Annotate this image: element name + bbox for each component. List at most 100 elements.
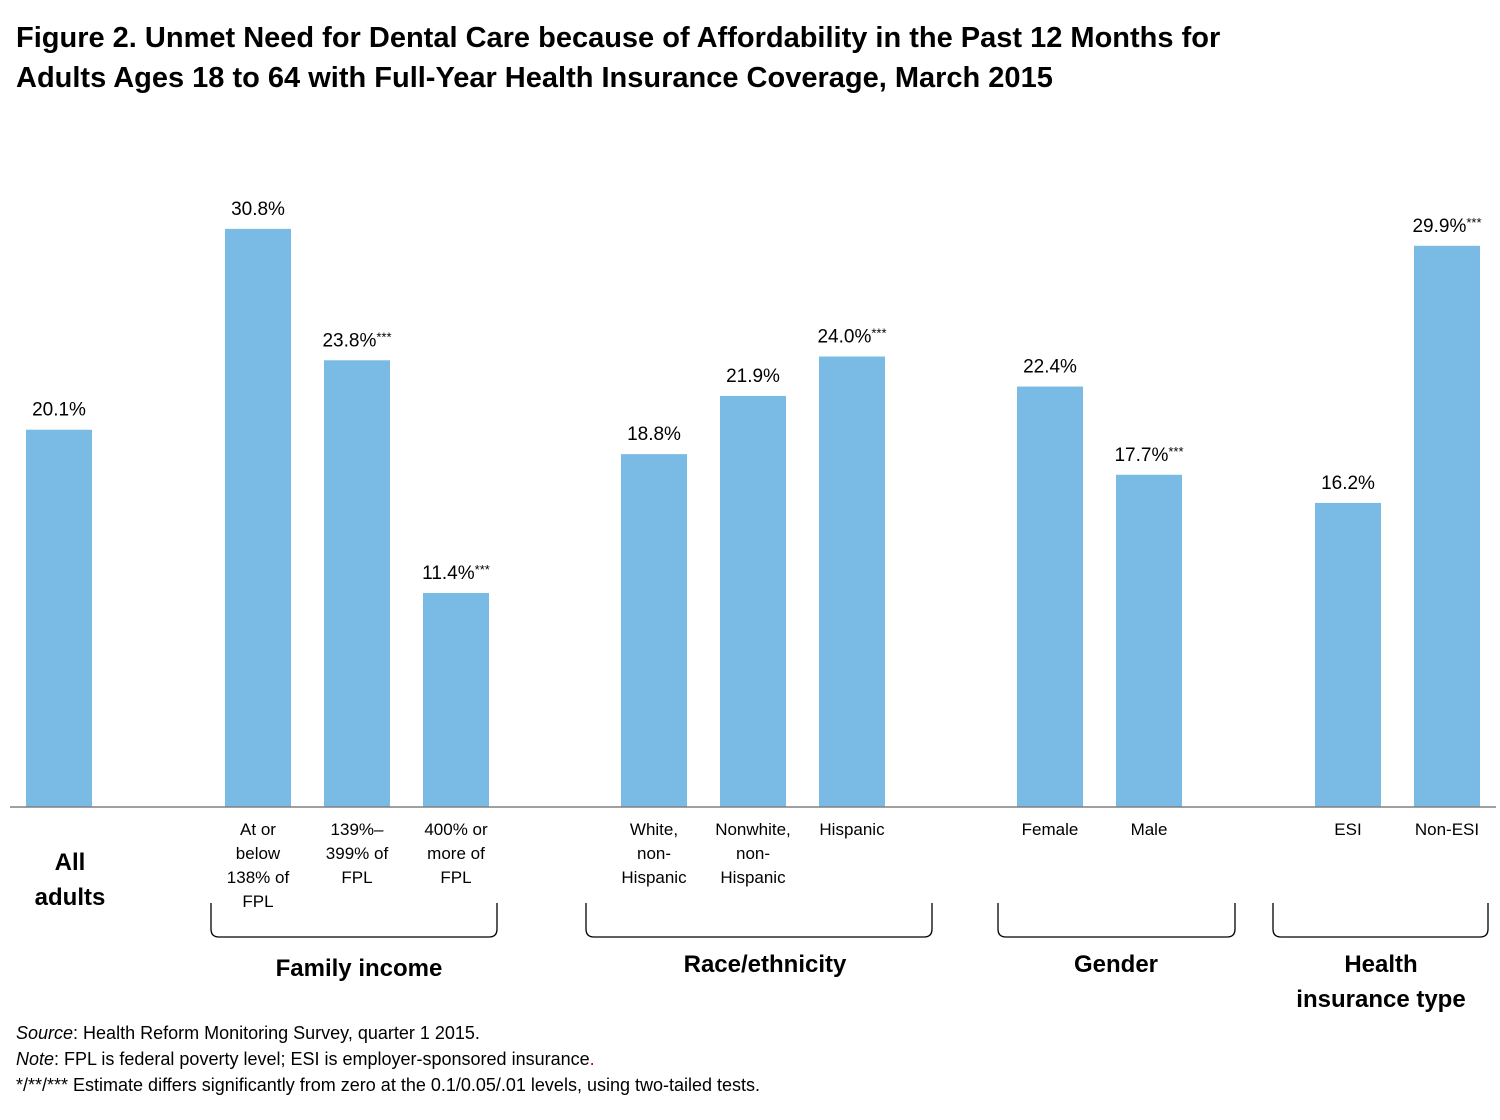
bar-7-value-label: 24.0%*** <box>817 326 886 348</box>
bar-10-value-label: 16.2% <box>1321 473 1375 494</box>
bar-2-value-label: 30.8% <box>231 199 285 220</box>
group-gender-label: Gender <box>1074 951 1158 978</box>
bar-3-value-text: 23.8% <box>322 330 376 351</box>
bar-7-significance-stars: *** <box>871 326 886 341</box>
source-label: Source <box>16 1023 74 1043</box>
bar-4-value-label: 11.4%*** <box>422 562 490 584</box>
bar-1-value-text: 20.1% <box>32 400 86 421</box>
bar-8-value-label: 22.4% <box>1023 357 1077 378</box>
group-gender-bracket <box>997 903 1236 938</box>
note-text: : FPL is federal poverty level; ESI is e… <box>54 1049 590 1069</box>
bar-2-category-line-2: below <box>236 844 281 863</box>
bar-11-category-label: Non-ESI <box>1415 820 1479 839</box>
labels-layer: 20.1%30.8%At or below 138% of FPL23.8%***13… <box>32 199 1481 911</box>
bar-2 <box>225 228 291 807</box>
bar-5-value-text: 18.8% <box>627 424 681 445</box>
bar-5-value-label: 18.8% <box>627 424 681 445</box>
bar-3-category-line-1: 139%– <box>331 820 384 839</box>
bar-6-category-label: Nonwhite, non- Hispanic <box>715 820 791 887</box>
bar-1-value-label: 20.1% <box>32 400 86 421</box>
bar-5-category-line-2: non- <box>637 844 671 863</box>
chart-title-line-2: Adults Ages 18 to 64 with Full-Year Heal… <box>16 62 1053 94</box>
stars-text: Estimate differs significantly from zero… <box>68 1075 761 1095</box>
groups-layer: All adults Family income Race/ethnicity Gend… <box>35 849 1489 1013</box>
group-family-income-label-line-1: Family income <box>276 955 443 982</box>
group-race-ethnicity-label-line-1: Race/ethnicity <box>684 951 847 978</box>
bar-9-value-label: 17.7%*** <box>1114 444 1183 466</box>
bar-5 <box>621 454 687 807</box>
chart-title: Figure 2. Unmet Need for Dental Care bec… <box>16 18 1486 98</box>
bar-9-category-label: Male <box>1131 820 1168 839</box>
bar-3-category-line-2: 399% of <box>326 844 389 863</box>
bar-6-value-label: 21.9% <box>726 366 780 387</box>
bar-7-value-text: 24.0% <box>817 327 871 348</box>
bar-9 <box>1116 474 1182 807</box>
bar-2-category-label: At or below 138% of FPL <box>227 820 290 911</box>
note-label: Note <box>16 1049 55 1069</box>
bar-11-value-text: 29.9% <box>1412 216 1466 237</box>
bar-8-value-text: 22.4% <box>1023 357 1077 378</box>
bar-7-category-label: Hispanic <box>819 820 885 839</box>
footnotes: Source: Health Reform Monitoring Survey,… <box>16 1020 760 1098</box>
bar-3-value-label: 23.8%*** <box>322 329 391 351</box>
bar-8-category-line-1: Female <box>1022 820 1079 839</box>
bar-2-category-line-4: FPL <box>242 892 273 911</box>
bar-3-category-line-3: FPL <box>341 868 372 887</box>
bar-10-value-text: 16.2% <box>1321 473 1375 494</box>
bar-6-category-line-3: Hispanic <box>720 868 786 887</box>
group-race-ethnicity-bracket <box>585 903 933 938</box>
bar-8-category-label: Female <box>1022 820 1079 839</box>
bar-2-category-line-1: At or <box>240 820 276 839</box>
bar-4 <box>423 593 489 807</box>
group-health-insurance-type-label: Health insurance type <box>1296 951 1465 1013</box>
bar-5-category-line-1: White, <box>630 820 678 839</box>
bar-10-category-label: ESI <box>1334 820 1361 839</box>
bar-9-category-line-1: Male <box>1131 820 1168 839</box>
bar-4-category-line-2: more of <box>427 844 485 863</box>
chart-title-line-1: Figure 2. Unmet Need for Dental Care bec… <box>16 22 1221 54</box>
bar-11 <box>1414 245 1480 808</box>
group-gender-label-line-1: Gender <box>1074 951 1158 978</box>
bar-4-significance-stars: *** <box>475 562 490 577</box>
significance-note: */**/*** Estimate differs significantly … <box>16 1072 760 1098</box>
bar-4-category-line-3: FPL <box>440 868 471 887</box>
source-note: Source: Health Reform Monitoring Survey,… <box>16 1020 760 1046</box>
bar-10 <box>1315 502 1381 807</box>
bar-4-value-text: 11.4% <box>422 563 475 584</box>
bars-layer <box>26 228 1480 808</box>
bar-8 <box>1017 386 1083 807</box>
bar-4-category-label: 400% or more of FPL <box>424 820 488 887</box>
bar-6-value-text: 21.9% <box>726 366 780 387</box>
bar-6-category-line-1: Nonwhite, <box>715 820 791 839</box>
group-health-insurance-type-label-line-2: insurance type <box>1296 986 1465 1013</box>
note-end: . <box>589 1049 595 1069</box>
bar-11-value-label: 29.9%*** <box>1412 215 1481 237</box>
group-family-income-label: Family income <box>276 955 443 982</box>
bar-3-category-label: 139%– 399% of FPL <box>326 820 389 887</box>
bar-11-category-line-1: Non-ESI <box>1415 820 1479 839</box>
bar-2-category-line-3: 138% of <box>227 868 290 887</box>
bar-4-category-line-1: 400% or <box>424 820 488 839</box>
bar-6 <box>720 395 786 807</box>
group-health-insurance-type-bracket <box>1272 903 1489 938</box>
bar-9-significance-stars: *** <box>1168 444 1183 459</box>
stars-label: */**/*** <box>16 1075 69 1095</box>
bar-7-category-line-1: Hispanic <box>819 820 885 839</box>
source-text: : Health Reform Monitoring Survey, quart… <box>73 1023 480 1043</box>
note-line: Note: FPL is federal poverty level; ESI … <box>16 1046 760 1072</box>
group-all-adults-label: All adults <box>35 849 106 911</box>
bar-5-category-line-3: Hispanic <box>621 868 687 887</box>
bar-1 <box>26 429 92 807</box>
bar-3-significance-stars: *** <box>376 329 391 344</box>
bar-10-category-line-1: ESI <box>1334 820 1361 839</box>
group-all-adults-label-line-2: adults <box>35 884 106 911</box>
bar-3 <box>324 360 390 807</box>
bar-6-category-line-2: non- <box>736 844 770 863</box>
bar-2-value-text: 30.8% <box>231 199 285 220</box>
bar-7 <box>819 356 885 807</box>
group-race-ethnicity-label: Race/ethnicity <box>684 951 847 978</box>
group-family-income-bracket <box>210 903 498 938</box>
group-all-adults-label-line-1: All <box>55 849 86 876</box>
bar-9-value-text: 17.7% <box>1114 445 1168 466</box>
